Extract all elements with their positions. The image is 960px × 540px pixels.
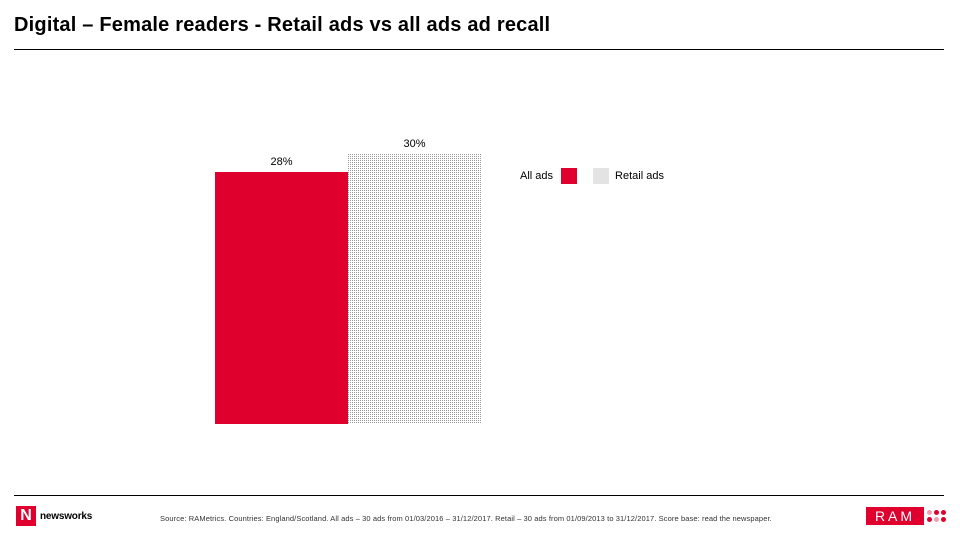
data-label-retail-ads: 30% [403,138,425,150]
legend-item-retail-ads: Retail ads [593,168,664,184]
title-divider [14,49,944,50]
newsworks-logo-mark: N [16,506,36,526]
ram-logo: RAM [866,507,946,525]
legend-label-retail-ads: Retail ads [615,170,664,182]
footer-divider [14,495,944,496]
ram-logo-dots [927,510,946,522]
legend-swatch-retail-ads [593,168,610,184]
legend-item-all-ads: All ads [520,168,578,184]
newsworks-logo-text: newsworks [40,510,93,522]
legend-swatch-all-ads [561,168,578,184]
bar-retail-ads [348,154,481,424]
data-label-all-ads: 28% [270,156,292,168]
chart-legend: All ads Retail ads [520,166,680,186]
newsworks-logo: N newsworks [16,506,92,526]
legend-label-all-ads: All ads [520,170,554,182]
bar-all-ads [215,172,348,424]
source-note: Source: RAMetrics. Countries: England/Sc… [160,514,772,523]
ram-logo-text: RAM [866,507,924,525]
page-title: Digital – Female readers - Retail ads vs… [14,14,551,36]
